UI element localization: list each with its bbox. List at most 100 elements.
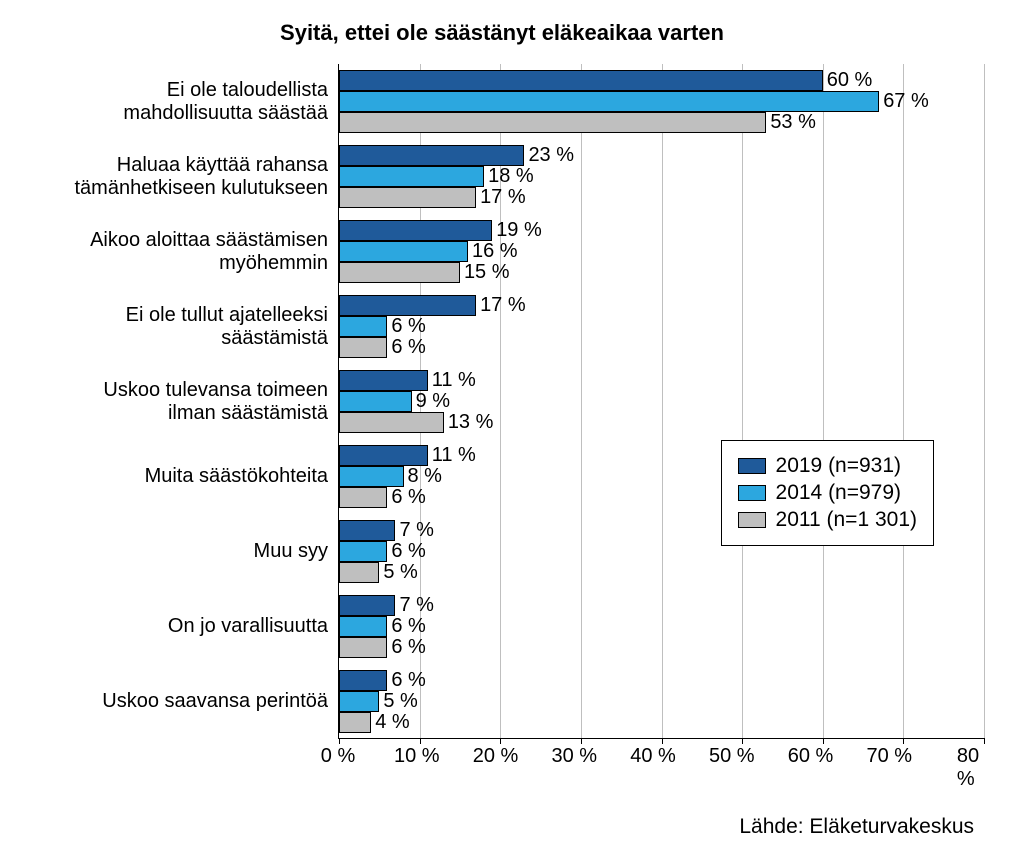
x-tick-label: 20 % xyxy=(473,745,519,768)
bar-value-label: 7 % xyxy=(399,519,433,542)
bar-s2011 xyxy=(339,712,371,733)
legend-item: 2014 (n=979) xyxy=(738,481,917,505)
bars-area: 60 %67 %53 %23 %18 %17 %19 %16 %15 %17 %… xyxy=(338,64,984,739)
x-tick-label: 70 % xyxy=(866,745,912,768)
bar-value-label: 7 % xyxy=(399,594,433,617)
legend-item: 2019 (n=931) xyxy=(738,454,917,478)
bar-row: 15 % xyxy=(339,262,984,283)
bar-value-label: 9 % xyxy=(416,390,450,413)
category-group: 11 %9 %13 % xyxy=(339,364,984,439)
source-text: Lähde: Eläketurvakeskus xyxy=(20,815,984,839)
x-tick-label: 40 % xyxy=(630,745,676,768)
bar-row: 18 % xyxy=(339,166,984,187)
legend-label: 2019 (n=931) xyxy=(776,454,902,478)
bar-s2014 xyxy=(339,541,387,562)
bar-row: 17 % xyxy=(339,295,984,316)
bar-s2011 xyxy=(339,562,379,583)
bar-s2014 xyxy=(339,616,387,637)
tick-mark xyxy=(984,738,985,744)
bar-value-label: 16 % xyxy=(472,240,518,263)
category-label: Muu syy xyxy=(20,514,328,589)
bar-row: 6 % xyxy=(339,337,984,358)
bar-value-label: 6 % xyxy=(391,669,425,692)
bar-s2014 xyxy=(339,691,379,712)
category-group: 23 %18 %17 % xyxy=(339,139,984,214)
category-label: Uskoo saavansa perintöä xyxy=(20,664,328,739)
bar-row: 5 % xyxy=(339,562,984,583)
bar-value-label: 15 % xyxy=(464,261,510,284)
bar-row: 17 % xyxy=(339,187,984,208)
category-label-line: mahdollisuutta säästää xyxy=(20,102,328,125)
legend-label: 2014 (n=979) xyxy=(776,481,902,505)
bar-row: 67 % xyxy=(339,91,984,112)
bar-row: 6 % xyxy=(339,637,984,658)
bar-s2014 xyxy=(339,466,404,487)
bar-s2011 xyxy=(339,637,387,658)
bar-row: 23 % xyxy=(339,145,984,166)
x-tick-label: 0 % xyxy=(321,745,355,768)
bar-s2019 xyxy=(339,520,395,541)
category-label-line: Ei ole taloudellista xyxy=(20,79,328,102)
bar-s2011 xyxy=(339,337,387,358)
category-label-line: Aikoo aloittaa säästämisen xyxy=(20,229,328,252)
category-label: Uskoo tulevansa toimeenilman säästämistä xyxy=(20,364,328,439)
category-group: 17 % 6 %6 % xyxy=(339,289,984,364)
bar-s2014 xyxy=(339,91,879,112)
legend-item: 2011 (n=1 301) xyxy=(738,508,917,532)
bar-value-label: 6 % xyxy=(391,540,425,563)
bar-s2019 xyxy=(339,670,387,691)
x-tick-label: 30 % xyxy=(551,745,597,768)
bar-s2019 xyxy=(339,445,428,466)
bar-row: 13 % xyxy=(339,412,984,433)
bar-row: 9 % xyxy=(339,391,984,412)
bar-value-label: 6 % xyxy=(391,315,425,338)
bar-row: 16 % xyxy=(339,241,984,262)
legend-swatch xyxy=(738,458,766,474)
category-group: 6 %5 %4 % xyxy=(339,664,984,739)
bar-s2019 xyxy=(339,145,524,166)
legend: 2019 (n=931) 2014 (n=979) 2011 (n=1 301) xyxy=(721,440,934,546)
bar-row: 6 % xyxy=(339,316,984,337)
bar-s2014 xyxy=(339,391,412,412)
category-label: On jo varallisuutta xyxy=(20,589,328,664)
category-group: 7 %6 %6 % xyxy=(339,589,984,664)
category-group: 60 %67 %53 % xyxy=(339,64,984,139)
x-tick-label: 80 % xyxy=(957,745,979,791)
bar-value-label: 4 % xyxy=(375,711,409,734)
category-label-line: Uskoo tulevansa toimeen xyxy=(20,379,328,402)
bar-value-label: 60 % xyxy=(827,69,873,92)
category-label-line: säästämistä xyxy=(20,327,328,350)
bar-row: 60 % xyxy=(339,70,984,91)
bar-s2011 xyxy=(339,187,476,208)
bar-row: 4 % xyxy=(339,712,984,733)
bar-value-label: 17 % xyxy=(480,186,526,209)
bar-s2014 xyxy=(339,241,468,262)
bar-value-label: 18 % xyxy=(488,165,534,188)
plot-area: Ei ole taloudellistamahdollisuutta sääst… xyxy=(20,64,984,739)
chart-container: Syitä, ettei ole säästänyt eläkeaikaa va… xyxy=(0,0,1024,848)
bar-s2011 xyxy=(339,412,444,433)
bar-value-label: 8 % xyxy=(408,465,442,488)
bar-s2019 xyxy=(339,595,395,616)
legend-swatch xyxy=(738,485,766,501)
category-label-line: ilman säästämistä xyxy=(20,402,328,425)
bar-value-label: 17 % xyxy=(480,294,526,317)
bar-s2019 xyxy=(339,295,476,316)
bar-s2019 xyxy=(339,70,823,91)
bar-row: 6 % xyxy=(339,670,984,691)
bar-s2019 xyxy=(339,370,428,391)
legend-swatch xyxy=(738,512,766,528)
bar-row: 11 % xyxy=(339,370,984,391)
chart-title: Syitä, ettei ole säästänyt eläkeaikaa va… xyxy=(20,20,984,46)
bar-value-label: 67 % xyxy=(883,90,929,113)
bar-s2011 xyxy=(339,112,766,133)
bar-value-label: 19 % xyxy=(496,219,542,242)
category-label: Aikoo aloittaa säästämisenmyöhemmin xyxy=(20,214,328,289)
category-label-line: Muu syy xyxy=(20,540,328,563)
gridline xyxy=(984,64,985,738)
bar-s2019 xyxy=(339,220,492,241)
legend-label: 2011 (n=1 301) xyxy=(776,508,917,532)
bar-row: 5 % xyxy=(339,691,984,712)
x-tick-label: 50 % xyxy=(709,745,755,768)
category-label: Ei ole tullut ajatelleeksisäästämistä xyxy=(20,289,328,364)
